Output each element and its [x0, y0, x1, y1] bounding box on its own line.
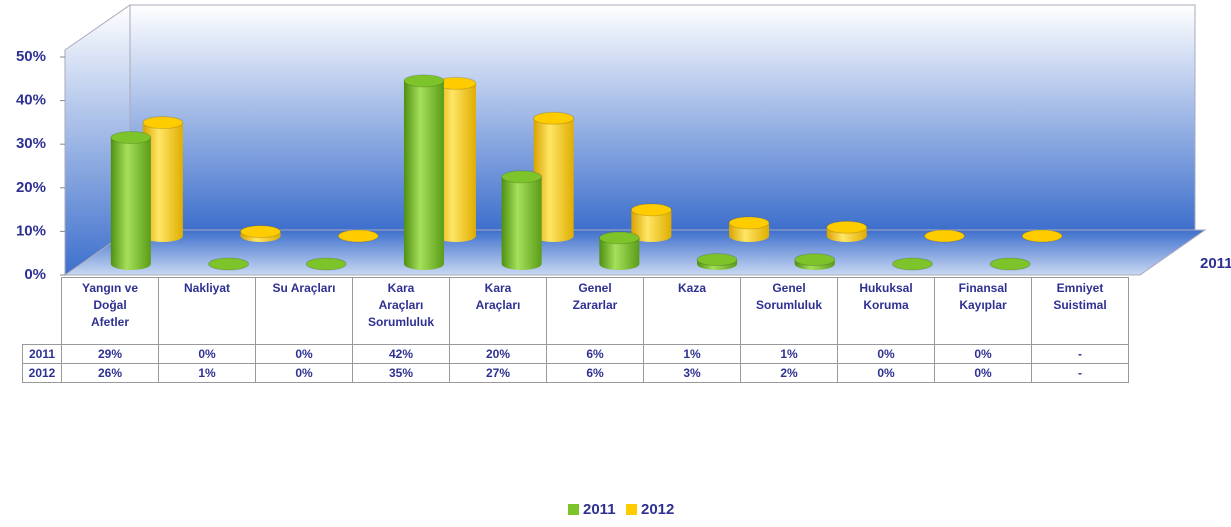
cylinder-top	[305, 257, 347, 271]
table-cell: 1%	[158, 363, 256, 383]
table-cell: 20%	[449, 344, 547, 364]
table-cell: Su Araçları	[255, 277, 353, 345]
cylinder-top	[696, 253, 738, 267]
legend-label: 2012	[641, 501, 674, 518]
table-cell: 2012	[22, 363, 62, 383]
cylinder-top	[728, 216, 770, 230]
cylinder-top	[110, 131, 152, 145]
table-corner	[23, 278, 62, 345]
table-cell: Hukuksal Koruma	[837, 277, 935, 345]
depth-axis-label: 2011	[1200, 255, 1231, 272]
table-row: 2011 29% 0% 0% 42% 20% 6% 1% 1% 0% 0% -	[22, 344, 1129, 364]
table-cell: Nakliyat	[158, 277, 256, 345]
cylinder-top	[891, 257, 933, 271]
bar	[403, 80, 444, 264]
cylinder-top	[403, 74, 445, 88]
y-tick-label: 20%	[16, 179, 46, 196]
bar	[110, 137, 151, 264]
table-cell: Kara Araçları	[449, 277, 547, 345]
table-cell: -	[1031, 363, 1129, 383]
y-tick-label: 0%	[24, 266, 46, 283]
table-cell: 0%	[158, 344, 256, 364]
table-cell: Genel Sorumluluk	[740, 277, 838, 345]
legend-label: 2011	[583, 501, 616, 518]
table-cell: 27%	[449, 363, 547, 383]
table-cell: Genel Zararlar	[546, 277, 644, 345]
y-tick-label: 50%	[16, 48, 46, 65]
cylinder-top	[794, 253, 836, 267]
cylinder-top	[208, 257, 250, 271]
table-cell: 6%	[546, 363, 644, 383]
table-cell: 29%	[61, 344, 159, 364]
table-cell: 0%	[255, 344, 353, 364]
cylinder-top	[501, 170, 543, 184]
y-tick-label: 30%	[16, 135, 46, 152]
table-cell: 26%	[61, 363, 159, 383]
table-cell: 1%	[740, 344, 838, 364]
table-row: Yangın ve Doğal Afetler Nakliyat Su Araçla…	[23, 277, 1129, 345]
table-cell: Kaza	[643, 277, 741, 345]
legend-swatch	[568, 504, 579, 515]
cylinder-top	[240, 225, 282, 239]
table-cell: 2011	[22, 344, 62, 364]
y-tick-label: 40%	[16, 92, 46, 109]
back-wall	[129, 4, 1196, 231]
table-cell: Yangın ve Doğal Afetler	[61, 277, 159, 345]
data-table: Yangın ve Doğal Afetler Nakliyat Su Araçla…	[22, 277, 1129, 383]
cylinder-top	[1021, 229, 1063, 243]
table-cell: 0%	[255, 363, 353, 383]
cylinder-top	[598, 231, 640, 245]
table-cell: 2%	[740, 363, 838, 383]
table-cell: 0%	[934, 363, 1032, 383]
cylinder-top	[826, 220, 868, 234]
cylinder-top	[923, 229, 965, 243]
cylinder-top	[630, 203, 672, 217]
table-row: 2012 26% 1% 0% 35% 27% 6% 3% 2% 0% 0% -	[22, 363, 1129, 383]
cylinder-top	[142, 116, 184, 130]
legend-swatch	[626, 504, 637, 515]
table-cell: Kara Araçları Sorumluluk	[352, 277, 450, 345]
table-cell: Finansal Kayıplar	[934, 277, 1032, 345]
cylinder-top	[533, 111, 575, 125]
table-cell: 6%	[546, 344, 644, 364]
table-cell: 1%	[643, 344, 741, 364]
table-cell: 3%	[643, 363, 741, 383]
table-cell: 0%	[837, 344, 935, 364]
cylinder-top	[337, 229, 379, 243]
y-tick-label: 10%	[16, 222, 46, 239]
table-cell: -	[1031, 344, 1129, 364]
table-cell: 0%	[934, 344, 1032, 364]
table-cell: 42%	[352, 344, 450, 364]
table-cell: 0%	[837, 363, 935, 383]
table-cell: Emniyet Suistimal	[1031, 277, 1129, 345]
cylinder-top	[989, 257, 1031, 271]
bar	[501, 176, 542, 264]
table-cell: 35%	[352, 363, 450, 383]
